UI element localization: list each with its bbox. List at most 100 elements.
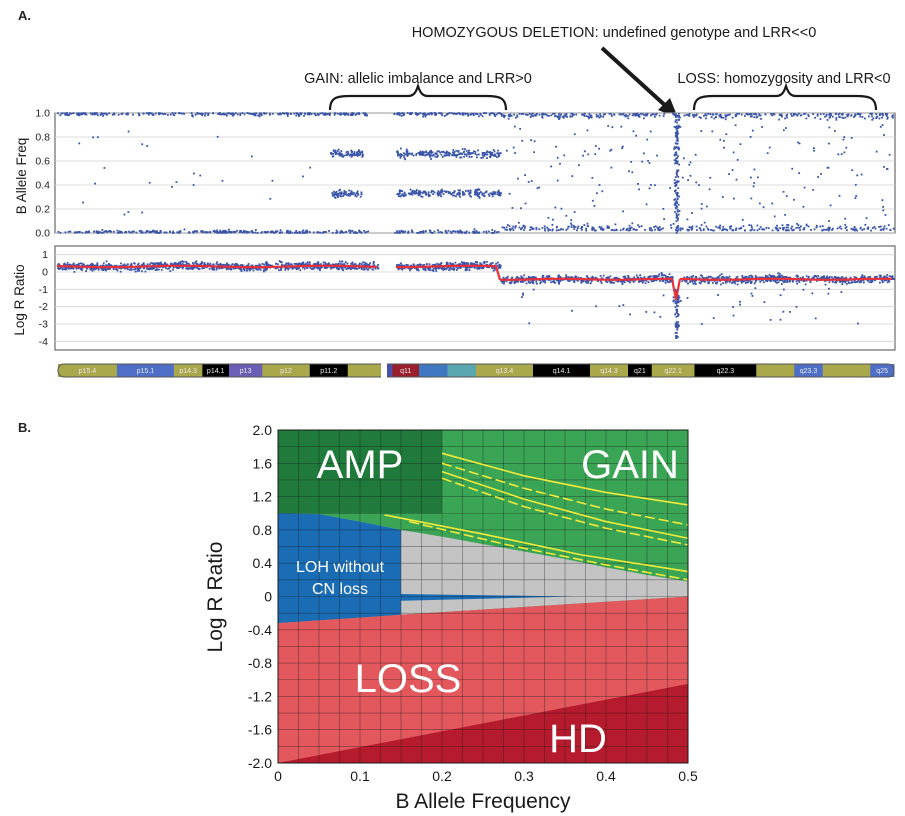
baf-point bbox=[477, 195, 479, 197]
lrr-point bbox=[234, 262, 237, 265]
baf-point bbox=[585, 229, 588, 232]
lrr-point bbox=[643, 276, 646, 278]
baf-point bbox=[450, 232, 453, 234]
baf-point bbox=[330, 152, 333, 154]
baf-point bbox=[723, 139, 725, 142]
baf-point bbox=[497, 149, 499, 152]
baf-point bbox=[396, 230, 398, 233]
baf-point bbox=[670, 224, 672, 227]
baf-point bbox=[238, 231, 241, 233]
lrr-point bbox=[821, 277, 824, 280]
baf-point bbox=[410, 229, 413, 232]
lrr-point bbox=[203, 267, 206, 269]
lrr-point bbox=[70, 264, 73, 267]
baf-point bbox=[337, 196, 339, 199]
lrr-point bbox=[225, 268, 228, 271]
lrr-point bbox=[431, 269, 434, 272]
lrr-point bbox=[397, 267, 400, 270]
baf-point bbox=[207, 231, 209, 234]
baf-point bbox=[192, 184, 195, 186]
lrr-point bbox=[742, 277, 744, 280]
baf-point bbox=[674, 120, 677, 123]
baf-point bbox=[124, 231, 126, 234]
baf-point bbox=[364, 231, 367, 234]
baf-point bbox=[86, 231, 89, 234]
baf-point bbox=[430, 113, 433, 116]
baf-tick-label: 0.6 bbox=[35, 156, 50, 168]
baf-point bbox=[138, 113, 141, 116]
baf-point bbox=[448, 153, 450, 156]
baf-point bbox=[194, 113, 197, 116]
baf-point bbox=[555, 229, 558, 232]
lrr-point bbox=[476, 266, 479, 269]
baf-point bbox=[424, 115, 427, 118]
baf-point bbox=[487, 230, 490, 233]
lrr-point bbox=[688, 276, 691, 279]
baf-point bbox=[399, 156, 402, 159]
baf-point bbox=[595, 145, 597, 148]
baf-point bbox=[675, 214, 678, 217]
baf-point bbox=[298, 231, 301, 233]
baf-point bbox=[424, 154, 426, 157]
baf-point bbox=[424, 113, 426, 116]
baf-point bbox=[532, 115, 535, 118]
baf-point bbox=[686, 218, 689, 221]
baf-point bbox=[509, 229, 512, 232]
baf-point bbox=[525, 113, 528, 116]
lrr-point bbox=[527, 276, 530, 279]
baf-point bbox=[325, 113, 328, 115]
baf-point bbox=[498, 191, 501, 194]
baf-point bbox=[399, 112, 402, 115]
lrr-point bbox=[580, 277, 582, 279]
lrr-point bbox=[171, 268, 174, 271]
baf-point bbox=[454, 154, 457, 157]
lrr-point bbox=[146, 267, 148, 270]
baf-point bbox=[254, 231, 257, 234]
baf-point bbox=[99, 114, 102, 116]
baf-point bbox=[356, 151, 359, 154]
lrr-point bbox=[354, 266, 357, 269]
baf-tick-label: 0.0 bbox=[35, 228, 50, 240]
lrr-point bbox=[81, 262, 84, 265]
baf-point bbox=[881, 116, 883, 119]
baf-point bbox=[339, 192, 342, 194]
baf-point bbox=[678, 116, 681, 119]
baf-point bbox=[871, 115, 873, 118]
baf-point bbox=[620, 125, 623, 128]
lrr-point bbox=[303, 267, 306, 270]
baf-point bbox=[678, 147, 681, 150]
baf-point bbox=[413, 191, 416, 194]
baf-point bbox=[628, 170, 630, 173]
lrr-point bbox=[623, 281, 626, 284]
lrr-point bbox=[559, 276, 562, 279]
lrr-point bbox=[434, 268, 437, 270]
baf-point bbox=[891, 115, 893, 118]
baf-point bbox=[221, 230, 224, 233]
baf-point bbox=[243, 231, 246, 234]
lrr-point bbox=[734, 282, 737, 285]
baf-point bbox=[786, 223, 789, 226]
lrr-point bbox=[831, 281, 834, 283]
baf-point bbox=[677, 112, 680, 115]
lrr-point bbox=[129, 269, 132, 271]
lrr-point bbox=[670, 276, 673, 278]
lrr-point bbox=[240, 269, 243, 272]
baf-point bbox=[829, 112, 832, 115]
lrr-point bbox=[57, 268, 60, 270]
baf-point bbox=[817, 176, 820, 178]
baf-point bbox=[856, 229, 858, 232]
baf-point bbox=[571, 175, 574, 178]
baf-point bbox=[61, 112, 64, 115]
baf-point bbox=[677, 180, 680, 183]
baf-point bbox=[226, 114, 228, 117]
baf-point bbox=[648, 227, 651, 230]
baf-point bbox=[430, 190, 433, 192]
baf-point bbox=[339, 154, 341, 157]
baf-point bbox=[473, 228, 476, 231]
lrr-point bbox=[339, 262, 342, 265]
baf-point bbox=[674, 147, 677, 150]
baf-point bbox=[559, 162, 561, 165]
baf-point bbox=[713, 229, 715, 232]
lrr-point bbox=[278, 269, 280, 272]
baf-point bbox=[216, 231, 219, 234]
